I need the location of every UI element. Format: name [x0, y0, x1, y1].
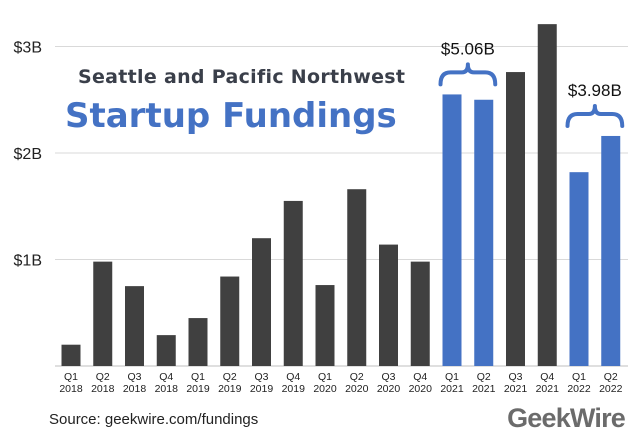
bar	[220, 276, 240, 366]
bar	[315, 285, 335, 366]
annotation-label: $3.98B	[568, 81, 622, 100]
x-tick-quarter: Q4	[286, 371, 300, 383]
bar	[474, 99, 494, 366]
x-tick-quarter: Q2	[223, 371, 237, 383]
x-tick-year: 2019	[218, 383, 242, 395]
y-tick-label: $2B	[14, 146, 42, 163]
x-tick-year: 2018	[59, 383, 83, 395]
bar	[347, 189, 367, 366]
x-tick-year: 2020	[409, 383, 433, 395]
y-tick-label: $1B	[14, 253, 42, 270]
x-tick-quarter: Q4	[540, 371, 554, 383]
x-tick-quarter: Q3	[127, 371, 141, 383]
bar	[283, 200, 303, 366]
x-tick-quarter: Q3	[254, 371, 268, 383]
x-tick-year: 2018	[91, 383, 115, 395]
x-tick-year: 2018	[155, 383, 179, 395]
x-tick-year: 2021	[504, 383, 528, 395]
x-tick-quarter: Q1	[191, 371, 205, 383]
x-tick-quarter: Q2	[604, 371, 618, 383]
source-note: Source: geekwire.com/fundings	[49, 411, 259, 428]
bars	[61, 24, 621, 367]
x-tick-year: 2021	[536, 383, 560, 395]
bar	[506, 72, 525, 366]
x-tick-quarter: Q4	[159, 371, 173, 383]
gridlines	[55, 46, 628, 367]
bar	[601, 135, 621, 366]
x-tick-quarter: Q3	[508, 371, 522, 383]
x-tick-year: 2019	[282, 383, 306, 395]
annotation-label: $5.06B	[441, 39, 495, 58]
chart-title-line2: Startup Fundings	[65, 96, 397, 136]
x-tick-year: 2022	[567, 383, 591, 395]
x-tick-year: 2019	[186, 383, 210, 395]
x-tick-year: 2020	[345, 383, 369, 395]
bar	[252, 238, 271, 366]
bar	[410, 261, 430, 366]
bar	[125, 286, 144, 366]
x-tick-year: 2021	[472, 383, 496, 395]
annotation-brace	[438, 62, 498, 87]
bar	[156, 335, 176, 366]
x-axis: Q12018Q22018Q32018Q42018Q12019Q22019Q320…	[59, 371, 622, 395]
bar	[93, 261, 113, 366]
y-tick-label: $3B	[14, 40, 42, 57]
geekwire-logo: GeekWire	[507, 403, 626, 433]
x-tick-quarter: Q2	[96, 371, 110, 383]
annotation-brace	[565, 103, 625, 128]
bar	[379, 244, 398, 366]
annotations: $5.06B $3.98B	[438, 39, 625, 128]
x-tick-quarter: Q4	[413, 371, 427, 383]
bar	[61, 344, 81, 366]
x-tick-quarter: Q1	[64, 371, 78, 383]
x-tick-quarter: Q3	[381, 371, 395, 383]
chart-title-line1: Seattle and Pacific Northwest	[78, 66, 406, 88]
bar	[188, 318, 208, 366]
x-tick-quarter: Q2	[350, 371, 364, 383]
bar	[537, 24, 557, 366]
x-tick-year: 2020	[377, 383, 401, 395]
x-tick-year: 2019	[250, 383, 274, 395]
x-tick-quarter: Q1	[572, 371, 586, 383]
x-tick-year: 2021	[440, 383, 464, 395]
y-axis: $1B $2B $3B	[14, 40, 42, 270]
x-tick-quarter: Q1	[445, 371, 459, 383]
x-tick-quarter: Q1	[318, 371, 332, 383]
x-tick-quarter: Q2	[477, 371, 491, 383]
x-tick-year: 2022	[599, 383, 623, 395]
x-tick-year: 2018	[123, 383, 147, 395]
x-tick-year: 2020	[313, 383, 337, 395]
bar	[569, 172, 589, 366]
bar	[442, 94, 462, 367]
